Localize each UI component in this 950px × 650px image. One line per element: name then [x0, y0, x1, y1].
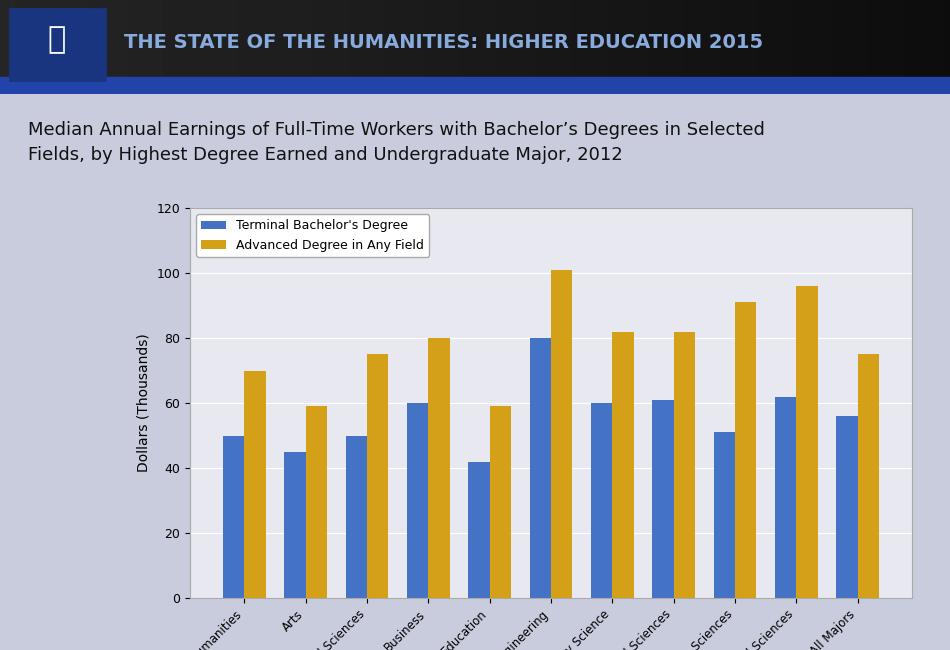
Bar: [489, 406, 511, 598]
Bar: [713, 432, 735, 598]
Bar: [346, 436, 367, 598]
Bar: [10, 9, 104, 80]
Bar: [244, 370, 266, 598]
Bar: [836, 416, 858, 598]
Text: Median Annual Earnings of Full-Time Workers with Bachelor’s Degrees in Selected
: Median Annual Earnings of Full-Time Work…: [28, 121, 766, 164]
Bar: [551, 270, 573, 598]
Y-axis label: Dollars (Thousands): Dollars (Thousands): [137, 333, 151, 473]
Text: THE STATE OF THE HUMANITIES: HIGHER EDUCATION 2015: THE STATE OF THE HUMANITIES: HIGHER EDUC…: [124, 33, 763, 52]
Bar: [591, 403, 613, 598]
Bar: [613, 332, 634, 598]
Bar: [653, 400, 674, 598]
Bar: [284, 452, 306, 598]
Bar: [775, 396, 796, 598]
Bar: [735, 302, 756, 598]
Bar: [367, 354, 389, 598]
Bar: [529, 338, 551, 598]
Bar: [306, 406, 327, 598]
Bar: [674, 332, 695, 598]
Bar: [428, 338, 449, 598]
Bar: [468, 462, 489, 598]
Bar: [0, 77, 950, 94]
Legend: Terminal Bachelor's Degree, Advanced Degree in Any Field: Terminal Bachelor's Degree, Advanced Deg…: [197, 214, 429, 257]
Bar: [796, 286, 818, 598]
Bar: [407, 403, 428, 598]
Bar: [858, 354, 879, 598]
Bar: [223, 436, 244, 598]
Text: 🎓: 🎓: [48, 25, 66, 54]
